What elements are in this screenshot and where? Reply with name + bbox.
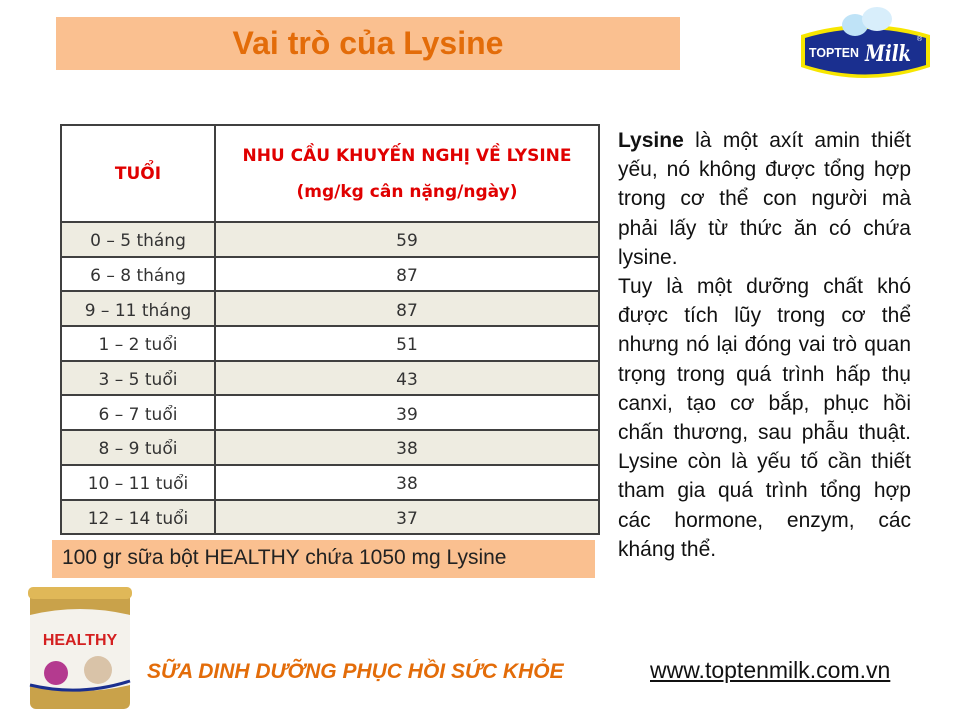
registered-mark: ® (917, 35, 923, 43)
lysine-value-cell: 51 (214, 325, 600, 362)
lysine-term: Lysine (618, 129, 684, 152)
table-row: 1 – 2 tuổi 51 (60, 325, 600, 362)
table-row: 6 – 8 tháng 87 (60, 255, 600, 293)
table-row: 6 – 7 tuổi 39 (60, 394, 600, 432)
age-cell: 9 – 11 tháng (60, 290, 216, 328)
description-para1: Lysine là một axít amin thiết yếu, nó kh… (618, 126, 911, 272)
lysine-value-cell: 59 (214, 221, 600, 258)
product-name: HEALTHY (43, 632, 118, 649)
age-cell: 3 – 5 tuổi (60, 359, 216, 397)
lysine-value-cell: 39 (214, 394, 600, 432)
page-title: Vai trò của Lysine (232, 25, 504, 61)
tagline: SỮA DINH DƯỠNG PHỤC HỒI SỨC KHỎE (147, 660, 564, 683)
header-age: TUỔI (60, 124, 216, 223)
lysine-value-cell: 38 (214, 463, 600, 501)
lysine-requirement-table: TUỔI NHU CẦU KHUYẾN NGHỊ VỀ LYSINE (mg/kg… (60, 124, 600, 536)
age-cell: 1 – 2 tuổi (60, 325, 216, 362)
topten-milk-logo: TOPTEN Milk ® (801, 7, 930, 78)
header-requirement-line1: NHU CẦU KHUYẾN NGHỊ VỀ LYSINE (242, 145, 572, 166)
logo-text: TOPTEN (809, 45, 859, 60)
lysine-value-cell: 87 (214, 255, 600, 293)
website-link[interactable]: www.toptenmilk.com.vn (650, 657, 891, 683)
lysine-value-cell: 37 (214, 498, 600, 536)
lysine-value-cell: 87 (214, 290, 600, 328)
age-cell: 6 – 8 tháng (60, 255, 216, 293)
lysine-content-note: 100 gr sữa bột HEALTHY chứa 1050 mg Lysi… (52, 540, 595, 578)
table-row: 10 – 11 tuổi 38 (60, 463, 600, 501)
description: Lysine là một axít amin thiết yếu, nó kh… (618, 126, 911, 564)
age-cell: 10 – 11 tuổi (60, 463, 216, 501)
header-requirement-unit: (mg/kg cân nặng/ngày) (296, 181, 518, 202)
healthy-milk-can-image: HEALTHY (28, 587, 132, 709)
age-cell: 6 – 7 tuổi (60, 394, 216, 432)
lysine-value-cell: 38 (214, 429, 600, 466)
table-row: 12 – 14 tuổi 37 (60, 498, 600, 536)
lysine-value-cell: 43 (214, 359, 600, 397)
table-row: 0 – 5 tháng 59 (60, 221, 600, 258)
table-row: 9 – 11 tháng 87 (60, 290, 600, 328)
logo-text-milk: Milk (864, 41, 911, 67)
age-cell: 0 – 5 tháng (60, 221, 216, 258)
header-requirement: NHU CẦU KHUYẾN NGHỊ VỀ LYSINE (mg/kg cân … (214, 124, 600, 223)
para1-text: là một axít amin thiết yếu, nó không đượ… (618, 129, 911, 269)
age-cell: 8 – 9 tuổi (60, 429, 216, 466)
table-row: 3 – 5 tuổi 43 (60, 359, 600, 397)
age-cell: 12 – 14 tuổi (60, 498, 216, 536)
table-header-row: TUỔI NHU CẦU KHUYẾN NGHỊ VỀ LYSINE (mg/kg… (60, 124, 600, 223)
title-banner: Vai trò của Lysine (56, 17, 680, 70)
description-para2: Tuy là một dưỡng chất khó được tích lũy … (618, 275, 911, 561)
table-row: 8 – 9 tuổi 38 (60, 429, 600, 466)
